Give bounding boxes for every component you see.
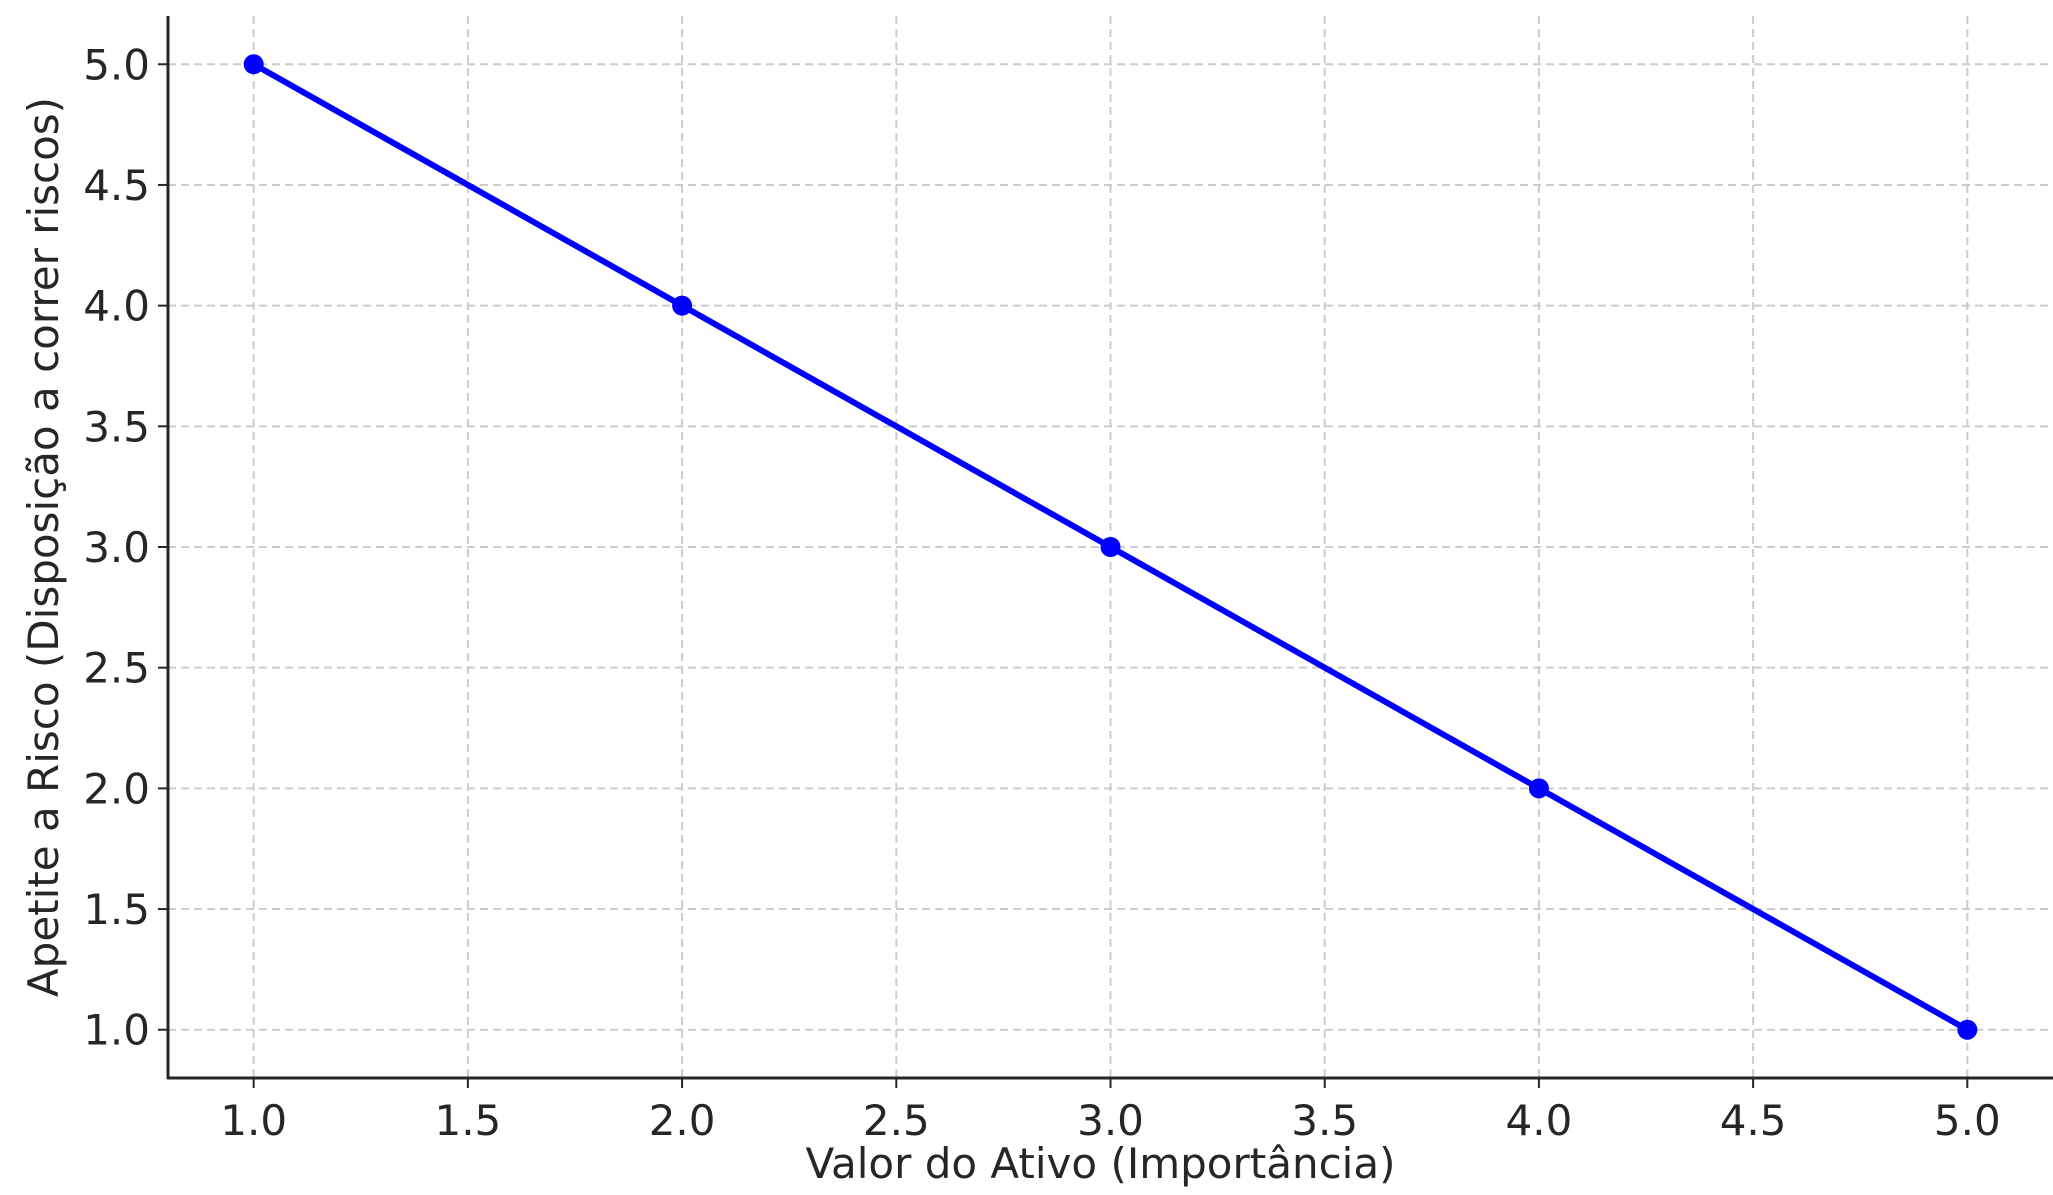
y-tick-label: 5.0 [83,40,150,89]
x-tick-label: 2.5 [863,1096,930,1145]
y-tick-label: 4.0 [83,282,150,331]
y-tick-label: 2.5 [83,644,150,693]
y-axis-label: Apetite a Risco (Disposição a correr ris… [19,97,68,997]
y-tick-label: 2.0 [83,764,150,813]
x-axis-label: Valor do Ativo (Importância) [806,1139,1396,1188]
data-point [672,295,693,316]
x-tick-label: 1.5 [434,1096,501,1145]
y-tick-label: 3.0 [83,523,150,572]
x-tick-label: 4.0 [1506,1096,1573,1145]
y-tick-label: 3.5 [83,402,150,451]
y-tick-label: 1.5 [83,885,150,934]
x-tick-label: 2.0 [649,1096,716,1145]
data-point [1100,537,1121,557]
data-point [1957,1019,1978,1040]
x-tick-label: 5.0 [1934,1096,2001,1145]
x-tick-label: 3.0 [1077,1096,1144,1145]
y-tick-label: 4.5 [83,161,150,210]
y-axis-ticks: 1.0 1.5 2.0 2.5 3.0 3.5 4.0 4.5 5.0 [83,40,168,1055]
data-point [243,54,264,75]
data-point [1528,778,1549,799]
x-tick-label: 1.0 [220,1096,287,1145]
series-group [243,54,1978,1040]
x-tick-label: 4.5 [1720,1096,1787,1145]
grid [168,16,2053,1078]
x-tick-label: 3.5 [1291,1096,1358,1145]
y-tick-label: 1.0 [83,1006,150,1055]
x-axis-ticks: 1.0 1.5 2.0 2.5 3.0 3.5 4.0 4.5 5.0 [220,1078,2001,1145]
